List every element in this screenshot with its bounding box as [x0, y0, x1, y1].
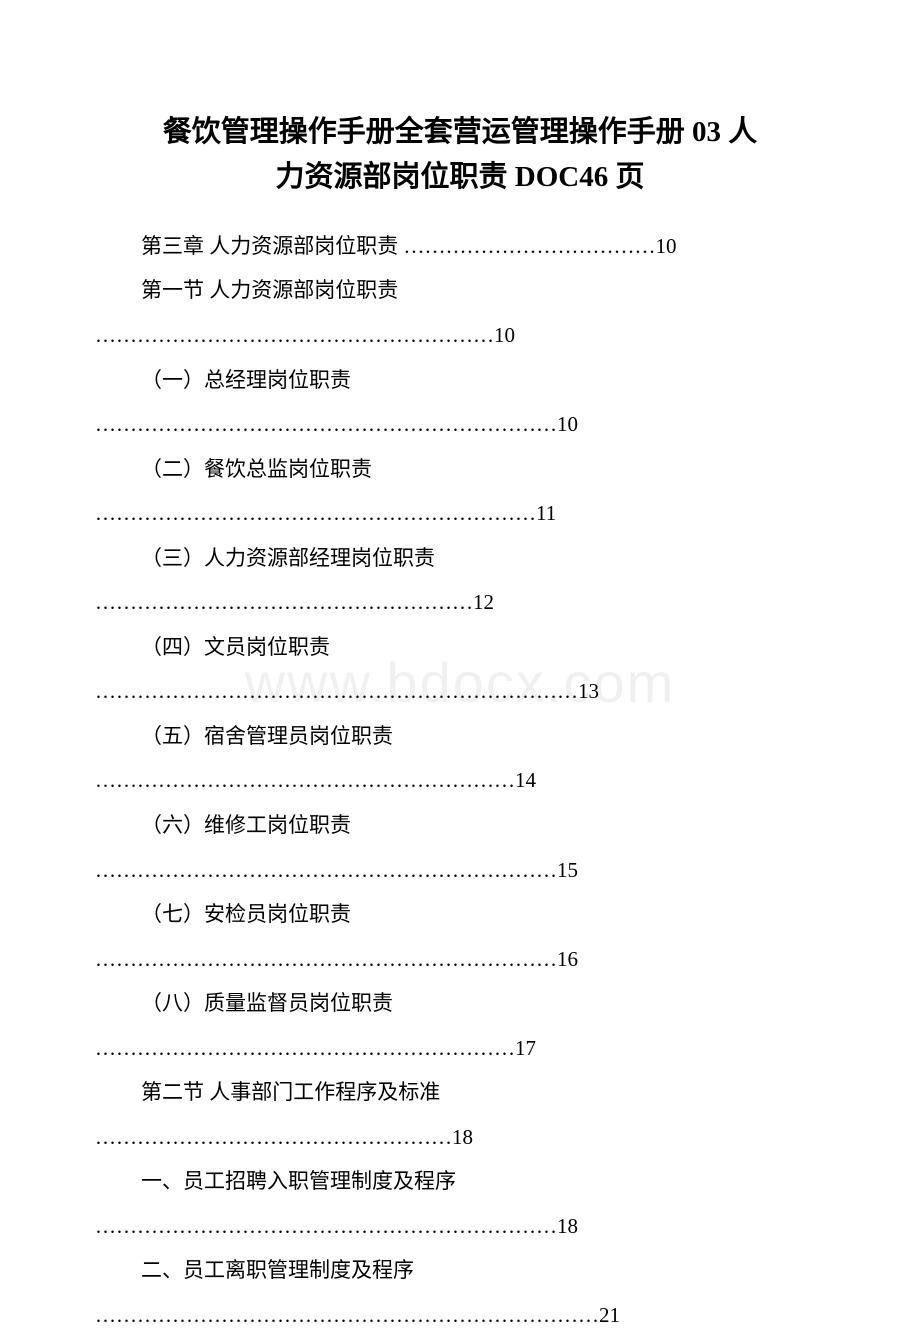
- toc-entry: 一、员工招聘入职管理制度及程序: [95, 1165, 825, 1198]
- toc-continuation: …………………………………………………………18: [95, 1210, 825, 1243]
- toc-entry: （一）总经理岗位职责: [95, 364, 825, 397]
- document-page: 餐饮管理操作手册全套营运管理操作手册 03 人 力资源部岗位职责 DOC46 页…: [0, 0, 920, 1332]
- title-line-1: 餐饮管理操作手册全套营运管理操作手册 03 人: [95, 110, 825, 155]
- toc-continuation: ……………………………………………………………13: [95, 675, 825, 708]
- toc-continuation: ……………………………………………18: [95, 1121, 825, 1154]
- toc-continuation: ……………………………………………………14: [95, 764, 825, 797]
- table-of-contents: 第三章 人力资源部岗位职责 ………………………………10 第一节 人力资源部岗位…: [95, 230, 825, 1332]
- toc-continuation: ………………………………………………………11: [95, 497, 825, 530]
- toc-entry: 第一节 人力资源部岗位职责: [95, 274, 825, 307]
- toc-entry: （二）餐饮总监岗位职责: [95, 453, 825, 486]
- toc-continuation: ………………………………………………12: [95, 586, 825, 619]
- toc-continuation: …………………………………………………………15: [95, 854, 825, 887]
- toc-continuation: ……………………………………………………17: [95, 1032, 825, 1065]
- toc-entry: （四）文员岗位职责: [95, 631, 825, 664]
- toc-entry: 第二节 人事部门工作程序及标准: [95, 1076, 825, 1109]
- toc-continuation: …………………………………………………………16: [95, 943, 825, 976]
- toc-continuation: …………………………………………………………10: [95, 408, 825, 441]
- toc-entry: 二、员工离职管理制度及程序: [95, 1254, 825, 1287]
- toc-continuation: ………………………………………………………………21: [95, 1299, 825, 1332]
- toc-entry: （六）维修工岗位职责: [95, 809, 825, 842]
- title-line-2: 力资源部岗位职责 DOC46 页: [95, 155, 825, 200]
- toc-entry: （五）宿舍管理员岗位职责: [95, 720, 825, 753]
- toc-entry: （八）质量监督员岗位职责: [95, 987, 825, 1020]
- toc-entry: 第三章 人力资源部岗位职责 ………………………………10: [95, 230, 825, 263]
- document-title: 餐饮管理操作手册全套营运管理操作手册 03 人 力资源部岗位职责 DOC46 页: [95, 110, 825, 200]
- toc-entry: （三）人力资源部经理岗位职责: [95, 542, 825, 575]
- toc-entry: （七）安检员岗位职责: [95, 898, 825, 931]
- toc-continuation: …………………………………………………10: [95, 319, 825, 352]
